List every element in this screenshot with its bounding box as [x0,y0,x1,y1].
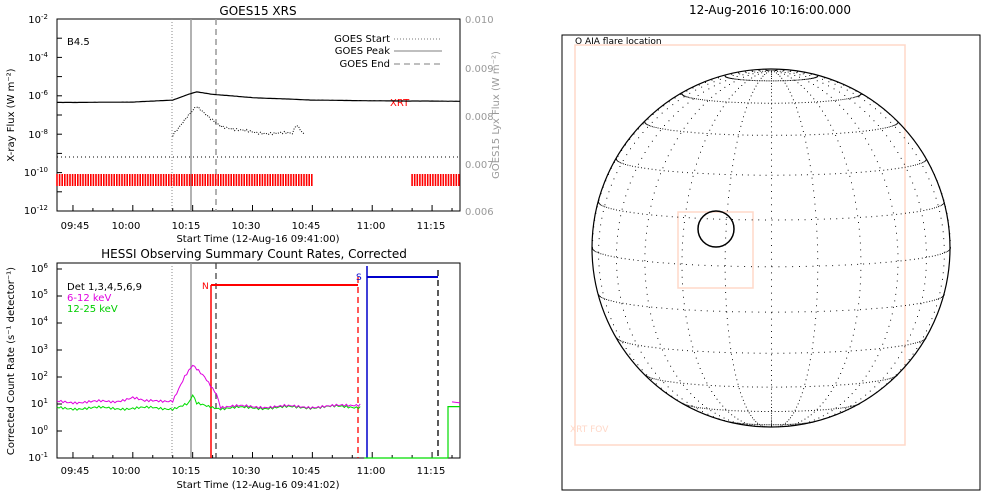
goes-long-curve [57,91,460,104]
hessi-xtick-label: 11:15 [417,466,446,477]
hessi-late-curve [451,401,461,404]
goes-ytick-label: 10-6 [28,89,48,102]
saa-marker: S [356,266,439,458]
goes-xticks: 09:45 10:00 10:15 10:30 10:45 11:00 11:1… [61,205,453,232]
goes-xtick-label: 09:45 [61,221,90,232]
xrt-coverage [56,174,460,186]
goes-ytick-right-label: 0.006 [465,207,494,218]
hessi-ytick-label: 104 [31,315,49,328]
goes-legend-peak-label: GOES Peak [335,46,390,57]
hessi-legend: Det 1,3,4,5,6,9 6-12 keV 12-25 keV [67,282,142,315]
hessi-xtick-label: 10:15 [172,466,201,477]
sun-panel: 12-Aug-2016 10:16:00.000 O AIA flare loc… [561,3,981,491]
goes-xtick-label: 10:45 [292,221,321,232]
goes-xtick-label: 11:15 [417,221,446,232]
hessi-ytick-label: 103 [31,343,48,356]
goes-ytick-right-label: 0.010 [465,15,494,26]
goes-ytick-label: 10-12 [24,204,48,217]
hessi-xtick-label: 10:00 [112,466,141,477]
hessi-xticks: 09:45 10:00 10:15 10:30 10:45 11:00 11:1… [61,452,453,477]
goes-title: GOES15 XRS [219,4,296,18]
goes-yticks-left: 10-2 10-4 10-6 10-8 10-10 10-12 [24,13,49,217]
hessi-plot-frame [56,262,461,459]
goes-panel: GOES15 XRS 10-2 10-4 10-6 10-8 10-10 10-… [6,4,502,245]
goes-xtick-label: 11:00 [357,221,386,232]
xrt-fov-inner-box [677,211,754,289]
goes-xlabel: Start Time (12-Aug-16 09:41:00) [176,234,339,245]
hessi-ytick-label: 101 [31,397,48,410]
hessi-panel: HESSI Observing Summary Count Rates, Cor… [6,247,461,491]
goes-xtick-label: 10:00 [112,221,141,232]
goes-ylabel-right: GOES15 Lyx Flux (W m⁻²) [491,51,502,179]
sun-grid [592,69,951,428]
hessi-ytick-label: 106 [31,262,49,275]
goes-ytick-marks [57,18,62,212]
hessi-legend-6-12: 6-12 keV [67,293,111,304]
xrt-label: XRT [390,98,410,109]
hessi-ylabel: Corrected Count Rate (s⁻¹ detector⁻¹) [6,267,17,455]
hessi-late-green-curve [364,406,460,459]
goes-class-label: B4.5 [67,37,90,48]
hessi-xtick-label: 10:30 [232,466,261,477]
goes-ytick-label: 10-8 [28,128,48,141]
hessi-xtick-label: 10:45 [292,466,321,477]
goes-legend: GOES Start GOES Peak GOES End [334,34,442,70]
hessi-6-12-curve [56,364,361,410]
hessi-legend-12-25: 12-25 keV [67,304,118,315]
hessi-xtick-label: 11:00 [357,466,386,477]
saa-label: S [356,273,362,283]
xrt-fov-box [574,44,906,446]
goes-ytick-label: 10-2 [28,13,48,26]
goes-ytick-label: 10-10 [24,166,48,179]
hessi-ytick-label: 102 [31,370,48,383]
goes-xtick-label: 10:15 [172,221,201,232]
night-marker: N [202,277,359,458]
xrt-fov-label: XRT FOV [570,425,609,435]
hessi-ytick-label: 100 [31,424,48,437]
hessi-xtick-label: 09:45 [61,466,90,477]
hessi-yticks: 106 105 104 103 102 101 100 10-1 [28,262,48,464]
sun-frame [561,34,981,491]
sun-title: 12-Aug-2016 10:16:00.000 [689,3,851,17]
goes-yticks-right: 0.010 0.009 0.008 0.007 0.006 [465,15,494,218]
goes-xtick-label: 10:30 [232,221,261,232]
goes-ytick-right-label: 0.007 [465,160,494,171]
hessi-ytick-label: 105 [31,288,48,301]
flare-location-circle [697,210,735,248]
hessi-title: HESSI Observing Summary Count Rates, Cor… [101,247,407,261]
goes-legend-end-label: GOES End [340,59,390,70]
hessi-ytick-label: 10-1 [28,451,48,464]
night-label: N [202,282,209,292]
aia-label: O AIA flare location [575,37,662,47]
goes-ylabel-left: X-ray Flux (W m⁻²) [6,68,17,161]
goes-ytick-label: 10-4 [28,51,48,64]
hessi-xlabel: Start Time (12-Aug-16 09:41:02) [176,480,339,491]
hessi-legend-det: Det 1,3,4,5,6,9 [67,282,142,293]
goes-short-curve [172,106,305,137]
goes-ytick-right-label: 0.009 [465,64,494,75]
hessi-ytick-marks [57,268,62,459]
sun-grid-dots [592,69,951,428]
goes-ytick-right-label: 0.008 [465,112,494,123]
goes-legend-start-label: GOES Start [334,34,390,45]
